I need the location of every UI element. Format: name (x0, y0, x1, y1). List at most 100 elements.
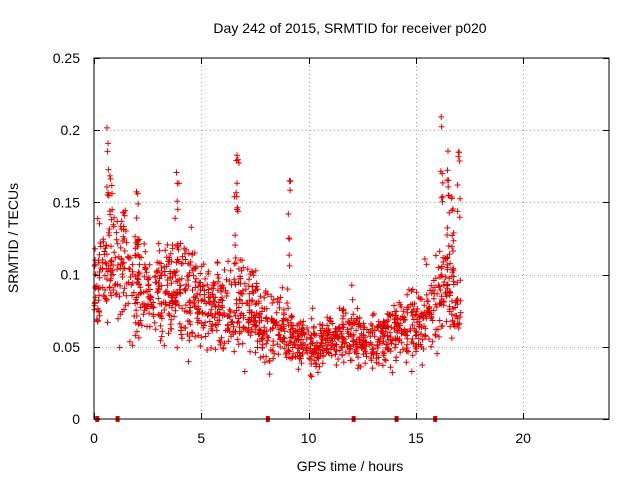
data-point (439, 198, 446, 205)
data-point (210, 279, 217, 286)
x-axis-label: GPS time / hours (297, 458, 404, 474)
data-point (157, 260, 164, 267)
data-point (404, 335, 411, 342)
data-point (239, 340, 246, 347)
data-point (204, 281, 211, 288)
data-point (196, 279, 203, 286)
data-point (369, 312, 376, 319)
data-point (426, 304, 432, 311)
data-point (328, 352, 335, 359)
data-point (225, 338, 232, 345)
data-point (192, 333, 198, 340)
data-point (186, 333, 193, 340)
data-point (400, 346, 406, 353)
data-point (285, 211, 292, 217)
data-point (234, 152, 240, 159)
data-point (288, 314, 295, 321)
data-point (324, 322, 331, 329)
data-point (154, 289, 161, 296)
data-point (430, 295, 437, 302)
data-point (126, 338, 133, 345)
data-point (162, 247, 169, 254)
data-point (339, 352, 346, 359)
data-point (408, 309, 415, 316)
data-point (387, 364, 394, 371)
data-point (129, 342, 136, 349)
data-point (304, 325, 311, 331)
data-point (188, 329, 195, 336)
data-point (445, 183, 452, 190)
data-point (166, 312, 173, 319)
data-point (207, 294, 214, 301)
data-point (270, 342, 277, 349)
data-point (167, 270, 174, 277)
data-point (362, 334, 369, 341)
data-point (158, 310, 165, 316)
data-point (108, 216, 115, 223)
data-point (426, 336, 432, 343)
data-point (457, 195, 464, 202)
data-point (207, 300, 213, 306)
data-point (438, 301, 445, 308)
data-point (252, 287, 259, 294)
data-point (415, 294, 422, 301)
grid-lines (94, 58, 609, 419)
data-point (93, 282, 100, 289)
data-point (300, 318, 307, 325)
data-point (197, 343, 204, 349)
x-tick-label: 20 (515, 430, 531, 446)
data-point (270, 355, 277, 362)
data-point (176, 302, 182, 309)
data-point (171, 294, 178, 301)
data-point (156, 300, 163, 307)
plot-frame (93, 57, 610, 420)
data-point (160, 299, 167, 306)
data-point (454, 315, 461, 322)
data-point (94, 215, 101, 222)
data-point (165, 310, 172, 317)
data-point (263, 328, 270, 335)
data-point (336, 347, 343, 354)
data-point (290, 350, 297, 357)
data-point (374, 350, 380, 357)
data-point (189, 267, 196, 274)
data-point (135, 276, 142, 283)
data-point (408, 339, 415, 345)
data-point (197, 291, 203, 298)
data-point (306, 355, 313, 362)
data-point (338, 330, 345, 337)
data-point (262, 290, 269, 296)
data-point (342, 349, 349, 355)
data-point (436, 248, 443, 255)
data-point (340, 359, 347, 366)
data-point (119, 238, 126, 244)
y-tick-label: 0 (72, 411, 80, 427)
data-point (200, 322, 207, 329)
data-point (227, 267, 234, 274)
data-point (120, 259, 127, 266)
data-point (283, 341, 290, 348)
data-point (369, 322, 376, 329)
data-point (307, 356, 314, 363)
data-point (375, 354, 382, 361)
data-point (232, 242, 239, 249)
data-point (134, 190, 141, 197)
data-point (317, 327, 324, 334)
data-point (233, 307, 240, 314)
data-point (248, 309, 255, 315)
data-point (164, 282, 171, 289)
data-point (357, 363, 364, 370)
data-point (208, 285, 215, 292)
data-point (308, 373, 315, 380)
data-point (403, 345, 410, 351)
data-point (413, 308, 420, 315)
data-point (371, 327, 378, 334)
data-point (155, 311, 162, 318)
data-point (107, 266, 114, 272)
y-tick-label: 0.05 (53, 339, 80, 355)
data-point (123, 292, 130, 299)
data-point (308, 315, 315, 322)
data-point (118, 255, 125, 262)
data-point (320, 352, 326, 359)
